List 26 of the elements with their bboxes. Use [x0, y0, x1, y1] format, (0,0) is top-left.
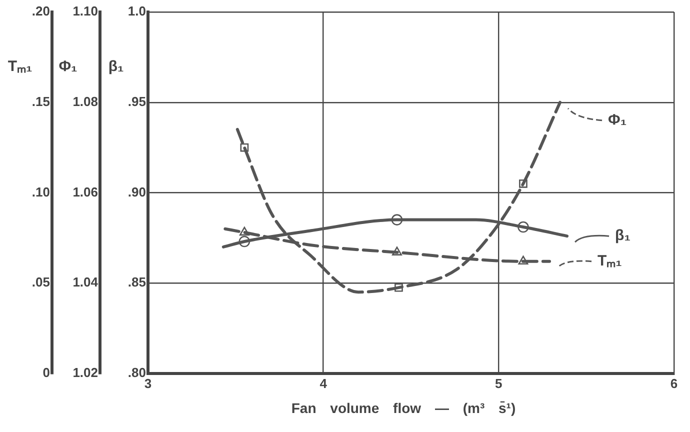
y-tick-label: .90 — [128, 184, 146, 200]
x-tick-label: 5 — [495, 376, 502, 391]
y2-tick-label: 1.06 — [72, 184, 98, 200]
legend-label: Tₘ₁ — [598, 252, 622, 270]
x-tick-label: 3 — [144, 376, 152, 391]
y2-axis-title: Φ₁ — [58, 58, 78, 76]
y-tick-label: .85 — [128, 274, 146, 290]
y3-tick-label: .05 — [32, 274, 50, 290]
y2-tick-label: 1.08 — [72, 94, 98, 109]
x-tick-label: 4 — [320, 376, 328, 391]
legend-label: Φ₁ — [608, 111, 627, 128]
y3-tick-label: 0 — [42, 364, 50, 380]
y-tick-label: .80 — [128, 364, 146, 380]
y3-tick-label: .10 — [32, 184, 50, 200]
y2-tick-label: 1.10 — [72, 4, 98, 19]
y3-axis-title: Tₘ₁ — [8, 58, 32, 76]
y-axis-title: β₁ — [108, 58, 124, 76]
x-tick-label: 6 — [670, 376, 678, 391]
x-axis-title: Fan volume flow — (m³ s̄¹) — [290, 400, 517, 416]
legend-label: β₁ — [615, 227, 630, 244]
y3-tick-label: .15 — [32, 94, 50, 109]
y-tick-label: 1.0 — [128, 4, 146, 19]
y3-tick-label: .20 — [32, 4, 50, 19]
y-tick-label: .95 — [128, 94, 146, 109]
y2-tick-label: 1.04 — [72, 274, 99, 290]
y2-tick-label: 1.02 — [72, 364, 98, 380]
